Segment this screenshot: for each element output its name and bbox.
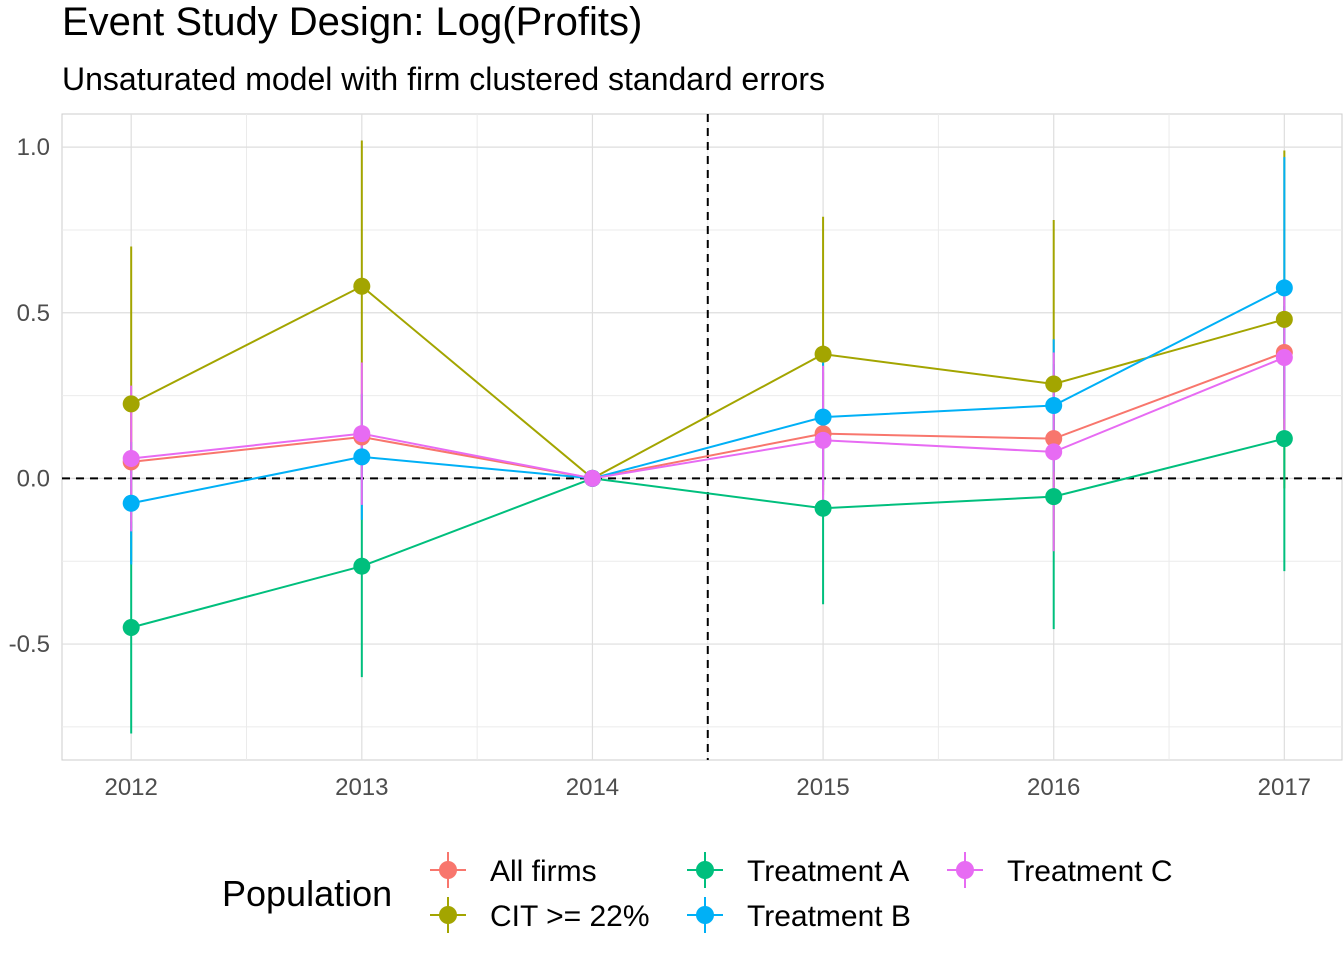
legend-key-point-treatment-b [696, 906, 714, 924]
series-points [122, 277, 1293, 636]
legend-title: Population [222, 873, 392, 914]
point-treatment-c [1275, 348, 1293, 366]
series-line-treatment-c [131, 356, 1285, 480]
x-tick-label: 2016 [1027, 774, 1080, 801]
series-line-treatment-b [130, 287, 1285, 505]
point-treatment-b [814, 408, 832, 426]
legend-key-point-treatment-a [696, 861, 714, 879]
x-tick-label: 2015 [796, 774, 849, 801]
point-treatment-a [353, 557, 371, 575]
legend: Population All firms CIT >= 22% Treatment … [222, 852, 1173, 933]
legend-key-point-treatment-c [956, 861, 974, 879]
x-tick-label: 2013 [335, 774, 388, 801]
point-treatment-c [122, 450, 140, 468]
legend-label-treatment-b: Treatment B [747, 900, 911, 933]
point-treatment-a [814, 499, 832, 517]
x-tick-label: 2012 [104, 774, 157, 801]
y-tick-label: 0.5 [17, 300, 50, 327]
point-cit-22 [814, 345, 832, 363]
y-axis-ticks: -0.5 0.0 0.5 1.0 [9, 134, 50, 658]
x-tick-label: 2017 [1258, 774, 1311, 801]
series-line-all-firms [131, 351, 1285, 480]
series-line-cit-22 [130, 285, 1285, 480]
series-lines [130, 285, 1285, 629]
chart-subtitle: Unsaturated model with firm clustered st… [62, 61, 825, 97]
legend-label-treatment-a: Treatment A [747, 855, 909, 888]
point-cit-22 [1045, 375, 1063, 393]
point-treatment-c [353, 425, 371, 443]
point-treatment-b [1045, 397, 1063, 415]
point-treatment-a [122, 618, 140, 636]
y-tick-label: 0.0 [17, 465, 50, 492]
chart-title: Event Study Design: Log(Profits) [62, 0, 642, 44]
point-cit-22 [1275, 310, 1293, 328]
legend-label-treatment-c: Treatment C [1007, 855, 1173, 888]
point-treatment-a [1045, 488, 1063, 506]
y-tick-label: 1.0 [17, 134, 50, 161]
legend-key-point-cit-22 [439, 906, 457, 924]
point-treatment-c [583, 469, 601, 487]
y-tick-label: -0.5 [9, 631, 50, 658]
legend-label-cit-22: CIT >= 22% [490, 900, 650, 933]
legend-key-point-all-firms [439, 861, 457, 879]
minor-grid [62, 114, 1342, 760]
x-axis-ticks: 2012 2013 2014 2015 2016 2017 [104, 774, 1311, 801]
point-cit-22 [353, 277, 371, 295]
point-treatment-a [1275, 430, 1293, 448]
legend-label-all-firms: All firms [490, 855, 597, 888]
plot-panel [61, 113, 1343, 761]
point-treatment-c [814, 431, 832, 449]
point-cit-22 [122, 395, 140, 413]
point-treatment-c [1045, 443, 1063, 461]
point-treatment-b [122, 494, 140, 512]
series-line-treatment-a [130, 437, 1285, 629]
point-treatment-b [353, 448, 371, 466]
x-tick-label: 2014 [566, 774, 619, 801]
point-all-firms [1045, 430, 1063, 448]
point-treatment-b [1275, 279, 1293, 297]
